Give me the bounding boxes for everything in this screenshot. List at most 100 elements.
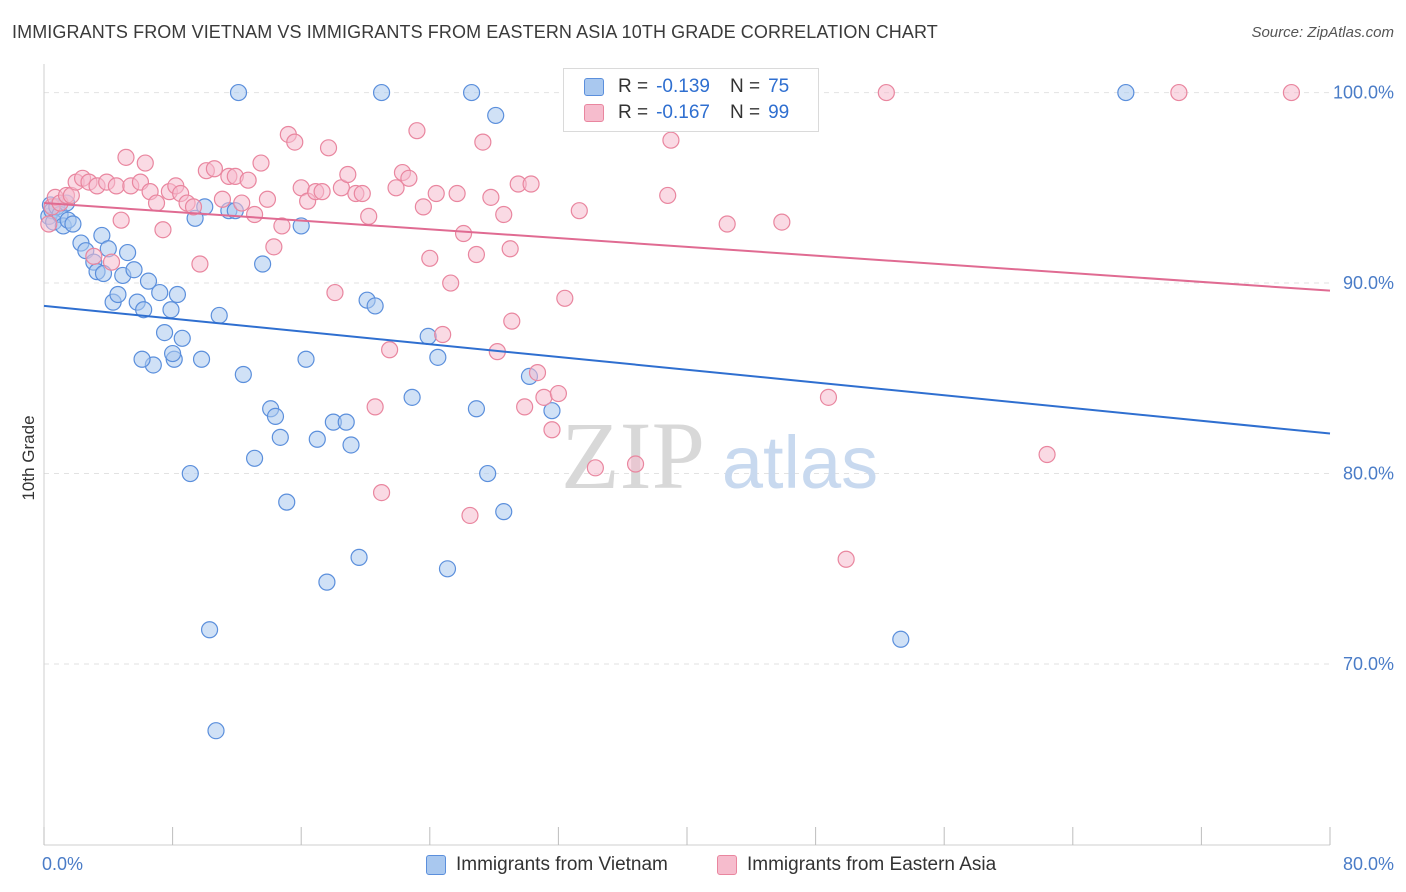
point-eastern-asia (239, 171, 257, 189)
point-vietnam (164, 344, 182, 363)
point-vietnam (133, 350, 151, 368)
point-eastern-asia (427, 184, 445, 203)
point-vietnam (403, 388, 421, 406)
legend-r-label: R = (618, 102, 649, 123)
point-eastern-asia (258, 190, 277, 208)
point-eastern-asia (837, 550, 855, 568)
point-eastern-asia (1170, 83, 1188, 102)
point-eastern-asia (319, 139, 338, 157)
point-eastern-asia (442, 274, 460, 292)
point-vietnam (308, 430, 326, 448)
point-vietnam (173, 329, 191, 347)
point-eastern-asia (326, 283, 344, 302)
bottom-legend-label: Immigrants from Vietnam (456, 854, 668, 875)
point-eastern-asia (147, 194, 166, 212)
point-eastern-asia (313, 183, 331, 201)
bottom-legend-swatch-pink (717, 855, 737, 875)
point-vietnam (467, 400, 486, 418)
point-eastern-asia (213, 190, 232, 208)
point-eastern-asia (102, 253, 121, 271)
point-vietnam (419, 327, 437, 345)
watermark-atlas: atlas (722, 421, 878, 504)
point-eastern-asia (245, 205, 264, 224)
watermark-zip: ZIP (561, 402, 705, 509)
point-eastern-asia (586, 459, 604, 477)
points (40, 83, 1301, 740)
point-vietnam (495, 503, 513, 521)
point-vietnam (181, 464, 199, 483)
point-eastern-asia (154, 221, 172, 239)
point-eastern-asia (467, 245, 486, 264)
point-eastern-asia (503, 312, 521, 330)
point-eastern-asia (117, 148, 135, 166)
point-vietnam (366, 297, 384, 315)
point-eastern-asia (516, 398, 534, 416)
legend-row-vietnam: R = -0.139 N = 75 (584, 74, 789, 100)
point-vietnam (254, 255, 272, 273)
point-eastern-asia (112, 211, 130, 229)
point-vietnam (318, 573, 336, 591)
point-vietnam (429, 348, 447, 366)
watermark: ZIP atlas (561, 402, 878, 509)
y-tick-label: 80.0% (1343, 464, 1394, 484)
point-vietnam (64, 215, 82, 233)
point-vietnam (229, 83, 248, 102)
legend-n-label: N = (729, 102, 761, 123)
point-eastern-asia (556, 289, 574, 307)
point-eastern-asia (448, 184, 466, 203)
point-eastern-asia (360, 207, 378, 225)
point-eastern-asia (136, 154, 154, 172)
chart-title: IMMIGRANTS FROM VIETNAM VS IMMIGRANTS FR… (12, 22, 938, 42)
point-eastern-asia (381, 341, 399, 359)
point-eastern-asia (434, 325, 452, 344)
point-eastern-asia (366, 398, 384, 416)
point-vietnam (372, 83, 391, 102)
point-vietnam (118, 243, 137, 262)
point-eastern-asia (454, 224, 473, 243)
point-vietnam (292, 217, 310, 235)
point-vietnam (266, 407, 285, 426)
point-eastern-asia (107, 177, 125, 195)
legend-swatch-blue (584, 78, 604, 96)
point-vietnam (297, 350, 315, 368)
trendline-eastern-asia (43, 202, 1331, 292)
point-eastern-asia (535, 388, 553, 406)
point-eastern-asia (191, 255, 209, 273)
point-eastern-asia (662, 131, 680, 149)
y-tick-label: 100.0% (1333, 83, 1394, 103)
point-vietnam (479, 464, 497, 483)
point-vietnam (200, 621, 219, 639)
point-vietnam (543, 402, 561, 420)
point-vietnam (207, 722, 225, 740)
point-eastern-asia (659, 186, 677, 205)
trendlines (43, 202, 1331, 435)
point-vietnam (438, 560, 457, 578)
point-eastern-asia (265, 238, 283, 256)
point-vietnam (135, 301, 153, 319)
chart-source: Source: ZipAtlas.com (1251, 24, 1394, 41)
point-eastern-asia (252, 154, 270, 172)
axes (43, 64, 1331, 846)
point-vietnam (109, 285, 127, 304)
point-eastern-asia (353, 184, 371, 203)
point-eastern-asia (421, 249, 439, 267)
y-tick-label: 70.0% (1343, 654, 1394, 674)
point-eastern-asia (40, 215, 58, 233)
x-tick-label: 80.0% (1343, 854, 1394, 874)
point-vietnam (192, 350, 211, 368)
bottom-legend-swatch-blue (426, 855, 446, 875)
point-eastern-asia (461, 506, 479, 525)
point-vietnam (892, 630, 910, 648)
point-vietnam (234, 365, 252, 384)
point-vietnam (487, 106, 505, 125)
point-vietnam (168, 285, 187, 304)
point-eastern-asia (205, 160, 223, 178)
point-eastern-asia (773, 213, 791, 231)
point-vietnam (271, 428, 289, 446)
y-axis-label: 10th Grade (19, 415, 38, 500)
legend-n-value: 75 (768, 76, 790, 97)
legend-n-label: N = (729, 76, 761, 97)
point-eastern-asia (474, 133, 492, 151)
point-vietnam (245, 449, 264, 467)
